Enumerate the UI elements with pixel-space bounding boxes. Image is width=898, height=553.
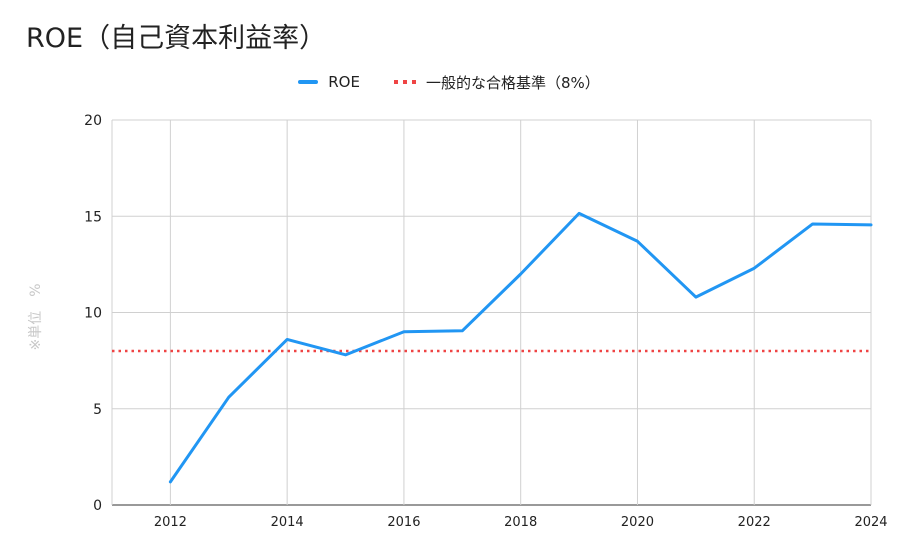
x-tick-label: 2016 [387,515,420,530]
x-tick-label: 2014 [271,515,304,530]
legend-swatch-baseline [393,80,416,84]
x-tick-label: 2020 [621,515,654,530]
legend-item-baseline: 一般的な合格基準（8%） [393,72,600,93]
legend: ROE 一般的な合格基準（8%） [0,70,898,94]
y-tick-label: 20 [84,113,102,129]
x-tick-label: 2024 [854,515,887,530]
x-tick-label: 2018 [504,515,537,530]
legend-swatch-roe [298,80,319,84]
legend-item-roe: ROE [298,73,360,91]
y-tick-label: 15 [84,209,102,225]
legend-label-roe: ROE [328,73,360,91]
y-tick-label: 5 [93,402,102,418]
y-tick-label: 10 [84,306,102,322]
y-tick-label: 0 [93,498,102,514]
x-tick-label: 2012 [154,515,187,530]
chart-title: ROE（自己資本利益率） [26,23,327,54]
x-tick-label: 2022 [738,515,771,530]
legend-label-baseline: 一般的な合格基準（8%） [425,73,600,92]
